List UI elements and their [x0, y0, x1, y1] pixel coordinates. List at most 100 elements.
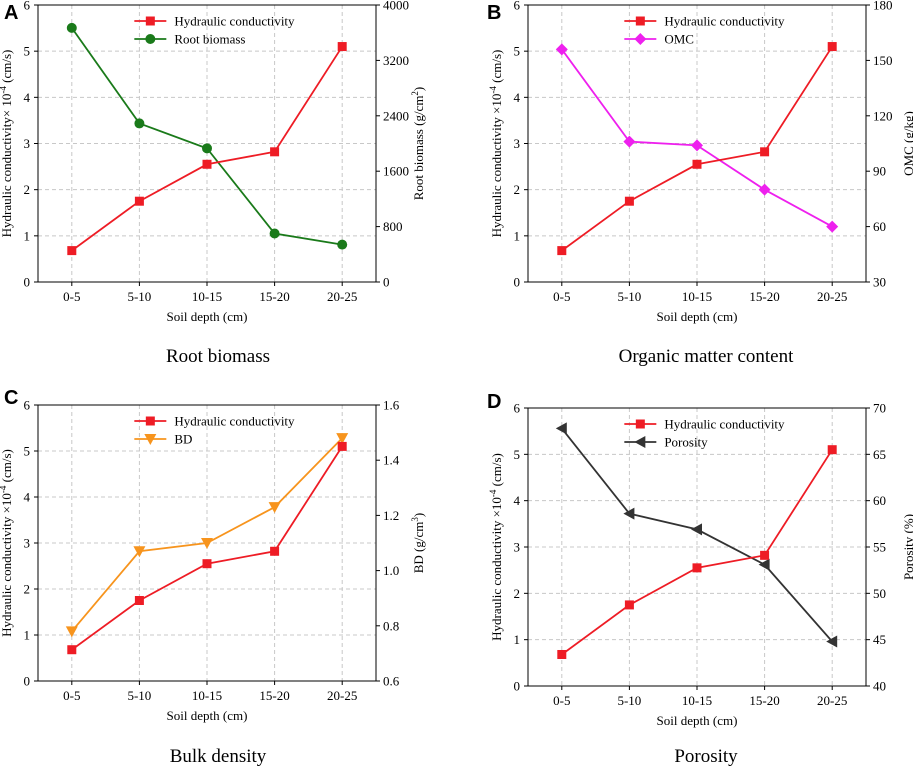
right-tick-label: 65 [873, 447, 886, 462]
hydraulic-conductivity-point [67, 246, 77, 256]
right-tick-label: 1.4 [383, 453, 400, 468]
panel-label: D [487, 391, 501, 413]
x-tick-label: 10-15 [192, 688, 222, 703]
left-tick-label: 0 [24, 275, 31, 290]
hydraulic-conductivity-point [624, 600, 634, 610]
left-axis-title: Hydraulic conductivity ×10-4 (cm/s) [488, 453, 504, 641]
right-tick-label: 3200 [383, 53, 409, 68]
x-tick-label: 10-15 [682, 693, 712, 708]
hydraulic-conductivity-point [202, 159, 212, 169]
left-axis-title-superscript: -4 [488, 489, 498, 497]
x-tick-label: 15-20 [259, 289, 289, 304]
left-axis-title: Hydraulic conductivity ×10-4 (cm/s) [488, 50, 504, 238]
right-axis-title-tail: ) [411, 513, 426, 517]
x-tick-label: 15-20 [259, 688, 289, 703]
legend-marker-root-biomass [145, 34, 156, 44]
x-tick-label: 10-15 [192, 289, 222, 304]
x-tick-label: 10-15 [682, 289, 712, 304]
hydraulic-conductivity-point [827, 42, 837, 52]
x-tick-label: 5-10 [127, 289, 151, 304]
legend-marker-bd [144, 434, 157, 445]
right-tick-label: 55 [873, 540, 886, 555]
x-tick-label: 20-25 [327, 688, 357, 703]
left-axis-title-tail: (cm/s) [0, 449, 14, 485]
left-tick-label: 3 [514, 136, 521, 151]
x-tick-label: 0-5 [63, 289, 80, 304]
right-tick-label: 60 [873, 493, 886, 508]
x-tick-label: 5-10 [617, 693, 641, 708]
legend-label-hydraulic-conductivity: Hydraulic conductivity [174, 14, 295, 29]
left-tick-label: 6 [514, 401, 521, 416]
panel-caption: Porosity [674, 746, 738, 767]
hydraulic-conductivity-point [337, 441, 347, 451]
x-axis-title: Soil depth (cm) [167, 708, 248, 723]
x-tick-label: 5-10 [127, 688, 151, 703]
legend-marker-hydraulic-conductivity [145, 416, 155, 426]
hydraulic-conductivity-point [557, 649, 567, 659]
left-tick-label: 5 [514, 44, 521, 59]
right-tick-label: 60 [873, 219, 886, 234]
right-axis-title: Root biomass (g/cm2) [410, 87, 426, 201]
left-tick-label: 2 [24, 582, 31, 597]
porosity-point [623, 507, 635, 520]
left-axis-title-main: Hydraulic conductivity× 10 [0, 94, 14, 238]
hydraulic-conductivity-point [760, 550, 770, 560]
panel-a: A Root biomass 0 1 2 3 4 5 6 0 800 1600 2400 3200 4000… [0, 0, 426, 367]
right-tick-label: 4000 [383, 0, 409, 13]
right-tick-label: 70 [873, 401, 886, 416]
left-tick-label: 3 [24, 136, 31, 151]
left-tick-label: 4 [24, 90, 31, 105]
x-tick-label: 0-5 [553, 693, 570, 708]
right-axis-title: Porosity (%) [901, 514, 913, 580]
root-biomass-point [337, 239, 348, 250]
left-tick-label: 0 [514, 275, 521, 290]
omc-point [623, 135, 636, 148]
hydraulic-conductivity-point [692, 159, 702, 169]
panel-c: C Bulk density 0 1 2 3 4 5 6 0.6 0.8 1.0 1.2 1.4 1.6 0-… [0, 387, 426, 767]
right-tick-label: 0.8 [383, 618, 399, 633]
left-tick-label: 2 [514, 182, 521, 197]
right-tick-label: 180 [873, 0, 893, 13]
omc-point [555, 43, 568, 56]
right-axis-title: BD (g/cm3) [410, 513, 426, 573]
right-axis-title-superscript: 2 [410, 91, 420, 96]
left-axis-title-tail: (cm/s) [489, 50, 504, 86]
left-tick-label: 3 [514, 540, 521, 555]
right-tick-label: 30 [873, 275, 886, 290]
right-axis-title: OMC (g/kg) [901, 111, 913, 176]
right-axis-title-superscript: 3 [410, 517, 420, 522]
right-tick-label: 50 [873, 586, 886, 601]
right-axis-title-main: Porosity (%) [901, 514, 913, 580]
omc-point [691, 139, 703, 152]
hydraulic-conductivity-point [760, 147, 770, 157]
right-tick-label: 120 [873, 108, 893, 123]
hydraulic-conductivity-point [270, 147, 280, 157]
x-axis-title: Soil depth (cm) [657, 713, 738, 728]
right-tick-label: 1.0 [383, 563, 399, 578]
left-tick-label: 1 [24, 228, 31, 243]
hydraulic-conductivity-point [624, 196, 634, 206]
hydraulic-conductivity-point [270, 546, 280, 556]
hydraulic-conductivity-point [67, 645, 77, 655]
left-axis-title-main: Hydraulic conductivity ×10 [0, 493, 14, 637]
left-axis-title: Hydraulic conductivity ×10-4 (cm/s) [0, 449, 14, 637]
left-axis-title-superscript: -4 [488, 86, 498, 94]
legend-label-bd: BD [174, 432, 192, 447]
x-tick-label: 20-25 [327, 289, 357, 304]
panel-label: B [487, 2, 501, 24]
left-tick-label: 5 [514, 447, 521, 462]
right-tick-label: 2400 [383, 108, 409, 123]
right-tick-label: 40 [873, 679, 886, 694]
x-tick-label: 5-10 [617, 289, 641, 304]
left-tick-label: 4 [514, 493, 521, 508]
x-tick-label: 0-5 [553, 289, 570, 304]
bd-point [336, 433, 349, 445]
legend-label-porosity: Porosity [664, 435, 708, 450]
omc-point [758, 183, 771, 196]
right-tick-label: 45 [873, 632, 886, 647]
legend-marker-hydraulic-conductivity [145, 16, 155, 26]
legend-marker-omc [634, 33, 647, 45]
panel-caption: Bulk density [170, 746, 267, 767]
x-tick-label: 0-5 [63, 688, 80, 703]
legend-label-hydraulic-conductivity: Hydraulic conductivity [664, 417, 785, 432]
